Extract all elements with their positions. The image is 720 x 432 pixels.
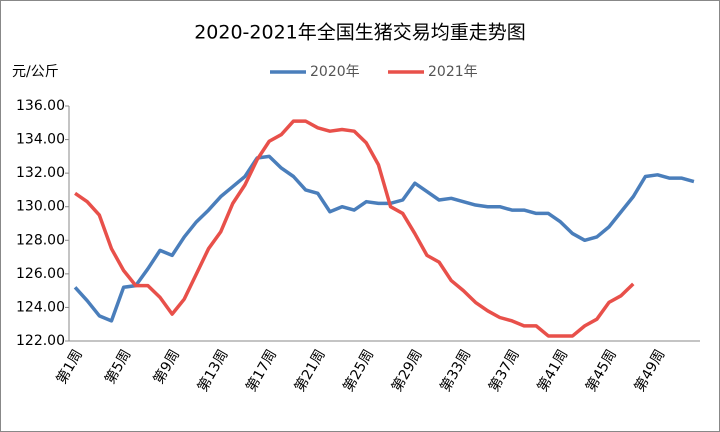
legend-label: 2020年 xyxy=(310,64,360,80)
y-tick-label: 124.00 xyxy=(16,299,65,315)
y-axis-label: 元/公斤 xyxy=(12,64,59,80)
y-tick-label: 122.00 xyxy=(16,333,65,349)
series-line xyxy=(74,119,635,338)
chart-title: 2020-2021年全国生猪交易均重走势图 xyxy=(194,22,526,44)
y-tick-label: 132.00 xyxy=(16,165,65,181)
y-tick-label: 128.00 xyxy=(16,232,65,248)
y-tick-label: 126.00 xyxy=(16,266,65,282)
y-tick-label: 134.00 xyxy=(16,132,65,148)
legend-label: 2021年 xyxy=(428,64,478,80)
y-tick-label: 136.00 xyxy=(16,98,65,114)
y-tick-label: 130.00 xyxy=(16,199,65,215)
series-line xyxy=(73,154,695,323)
